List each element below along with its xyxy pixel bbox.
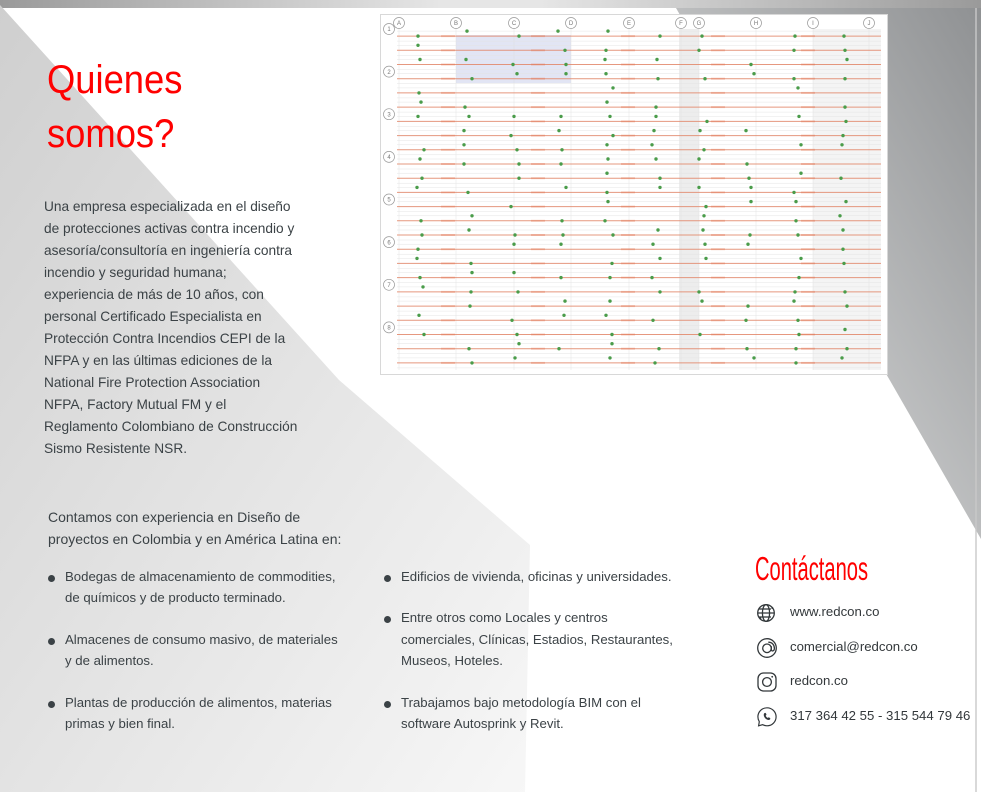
svg-text:J: J <box>868 21 871 27</box>
svg-text:G: G <box>697 21 702 27</box>
svg-text:B: B <box>454 21 458 27</box>
svg-text:F: F <box>679 21 683 27</box>
svg-text:H: H <box>754 21 758 27</box>
svg-text:D: D <box>569 21 574 27</box>
svg-text:A: A <box>397 21 401 27</box>
svg-text:C: C <box>512 21 517 27</box>
svg-text:E: E <box>627 21 631 27</box>
